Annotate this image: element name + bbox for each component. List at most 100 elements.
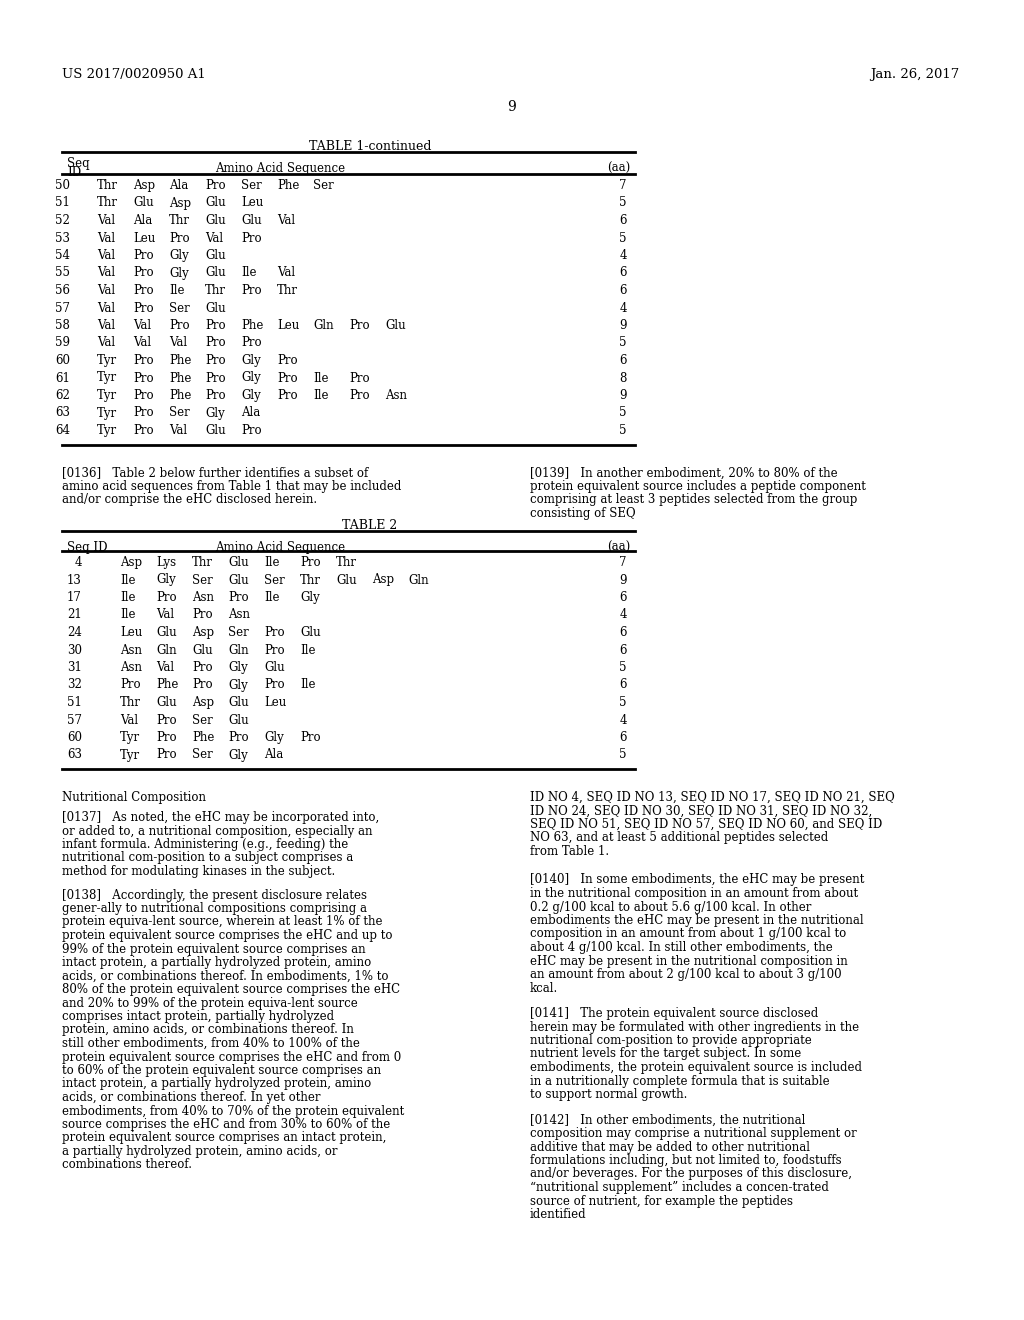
Text: 5: 5 [620, 424, 627, 437]
Text: Pro: Pro [264, 644, 285, 656]
Text: Val: Val [278, 214, 295, 227]
Text: Val: Val [133, 319, 152, 333]
Text: Val: Val [97, 284, 115, 297]
Text: Ile: Ile [264, 556, 280, 569]
Text: Pro: Pro [228, 591, 249, 605]
Text: Thr: Thr [120, 696, 141, 709]
Text: Glu: Glu [205, 424, 225, 437]
Text: 6: 6 [620, 678, 627, 692]
Text: Ala: Ala [264, 748, 284, 762]
Text: gener-ally to nutritional compositions comprising a: gener-ally to nutritional compositions c… [62, 902, 367, 915]
Text: Nutritional Composition: Nutritional Composition [62, 791, 206, 804]
Text: 4: 4 [620, 301, 627, 314]
Text: Thr: Thr [193, 556, 213, 569]
Text: Pro: Pro [278, 354, 298, 367]
Text: Val: Val [97, 214, 115, 227]
Text: 5: 5 [620, 197, 627, 210]
Text: Asn: Asn [228, 609, 250, 622]
Text: Leu: Leu [133, 231, 156, 244]
Text: Asp: Asp [169, 197, 191, 210]
Text: Ser: Ser [241, 180, 262, 191]
Text: Ala: Ala [133, 214, 153, 227]
Text: Gln: Gln [156, 644, 176, 656]
Text: still other embodiments, from 40% to 100% of the: still other embodiments, from 40% to 100… [62, 1038, 359, 1049]
Text: amino acid sequences from Table 1 that may be included: amino acid sequences from Table 1 that m… [62, 480, 401, 492]
Text: 4: 4 [75, 556, 82, 569]
Text: Pro: Pro [264, 626, 285, 639]
Text: 63: 63 [55, 407, 70, 420]
Text: herein may be formulated with other ingredients in the: herein may be formulated with other ingr… [530, 1020, 859, 1034]
Text: 32: 32 [68, 678, 82, 692]
Text: Glu: Glu [156, 696, 176, 709]
Text: Pro: Pro [156, 748, 176, 762]
Text: Ile: Ile [313, 371, 329, 384]
Text: composition in an amount from about 1 g/100 kcal to: composition in an amount from about 1 g/… [530, 928, 846, 940]
Text: 99% of the protein equivalent source comprises an: 99% of the protein equivalent source com… [62, 942, 366, 956]
Text: protein equiva-lent source, wherein at least 1% of the: protein equiva-lent source, wherein at l… [62, 916, 383, 928]
Text: comprises intact protein, partially hydrolyzed: comprises intact protein, partially hydr… [62, 1010, 334, 1023]
Text: Gly: Gly [205, 407, 224, 420]
Text: Pro: Pro [169, 231, 189, 244]
Text: [0142]   In other embodiments, the nutritional: [0142] In other embodiments, the nutriti… [530, 1114, 805, 1126]
Text: Pro: Pro [169, 319, 189, 333]
Text: Ile: Ile [241, 267, 256, 280]
Text: Glu: Glu [228, 714, 249, 726]
Text: Val: Val [97, 231, 115, 244]
Text: Asn: Asn [120, 644, 142, 656]
Text: consisting of SEQ: consisting of SEQ [530, 507, 636, 520]
Text: Asp: Asp [193, 626, 214, 639]
Text: Pro: Pro [133, 371, 154, 384]
Text: SEQ ID NO 51, SEQ ID NO 57, SEQ ID NO 60, and SEQ ID: SEQ ID NO 51, SEQ ID NO 57, SEQ ID NO 60… [530, 818, 883, 832]
Text: Thr: Thr [205, 284, 226, 297]
Text: Pro: Pro [241, 231, 261, 244]
Text: Leu: Leu [264, 696, 287, 709]
Text: in a nutritionally complete formula that is suitable: in a nutritionally complete formula that… [530, 1074, 829, 1088]
Text: 6: 6 [620, 644, 627, 656]
Text: Glu: Glu [193, 644, 213, 656]
Text: 6: 6 [620, 267, 627, 280]
Text: 8: 8 [620, 371, 627, 384]
Text: Seq: Seq [67, 157, 90, 170]
Text: Pro: Pro [228, 731, 249, 744]
Text: Leu: Leu [241, 197, 263, 210]
Text: Val: Val [169, 337, 187, 350]
Text: Pro: Pro [300, 556, 321, 569]
Text: comprising at least 3 peptides selected from the group: comprising at least 3 peptides selected … [530, 494, 857, 507]
Text: Pro: Pro [133, 249, 154, 261]
Text: Glu: Glu [205, 301, 225, 314]
Text: embodiments the eHC may be present in the nutritional: embodiments the eHC may be present in th… [530, 913, 863, 927]
Text: Asp: Asp [120, 556, 142, 569]
Text: protein equivalent source comprises the eHC and up to: protein equivalent source comprises the … [62, 929, 392, 942]
Text: Asp: Asp [133, 180, 155, 191]
Text: “nutritional supplement” includes a concen-trated: “nutritional supplement” includes a conc… [530, 1181, 828, 1195]
Text: Gly: Gly [169, 267, 188, 280]
Text: Pro: Pro [133, 284, 154, 297]
Text: Glu: Glu [133, 197, 154, 210]
Text: 80% of the protein equivalent source comprises the eHC: 80% of the protein equivalent source com… [62, 983, 400, 997]
Text: 6: 6 [620, 214, 627, 227]
Text: Thr: Thr [336, 556, 357, 569]
Text: Phe: Phe [278, 180, 299, 191]
Text: Ile: Ile [120, 609, 135, 622]
Text: Ile: Ile [264, 591, 280, 605]
Text: Pro: Pro [349, 319, 370, 333]
Text: Ser: Ser [193, 573, 213, 586]
Text: Pro: Pro [349, 371, 370, 384]
Text: Gln: Gln [228, 644, 249, 656]
Text: 24: 24 [68, 626, 82, 639]
Text: Gly: Gly [169, 249, 188, 261]
Text: Pro: Pro [133, 301, 154, 314]
Text: 5: 5 [620, 231, 627, 244]
Text: Pro: Pro [156, 591, 176, 605]
Text: Asp: Asp [372, 573, 394, 586]
Text: Phe: Phe [169, 354, 191, 367]
Text: acids, or combinations thereof. In embodiments, 1% to: acids, or combinations thereof. In embod… [62, 969, 388, 982]
Text: source of nutrient, for example the peptides: source of nutrient, for example the pept… [530, 1195, 793, 1208]
Text: 57: 57 [55, 301, 70, 314]
Text: Tyr: Tyr [97, 354, 117, 367]
Text: Phe: Phe [169, 389, 191, 403]
Text: 9: 9 [620, 573, 627, 586]
Text: Pro: Pro [156, 714, 176, 726]
Text: 61: 61 [55, 371, 70, 384]
Text: 62: 62 [55, 389, 70, 403]
